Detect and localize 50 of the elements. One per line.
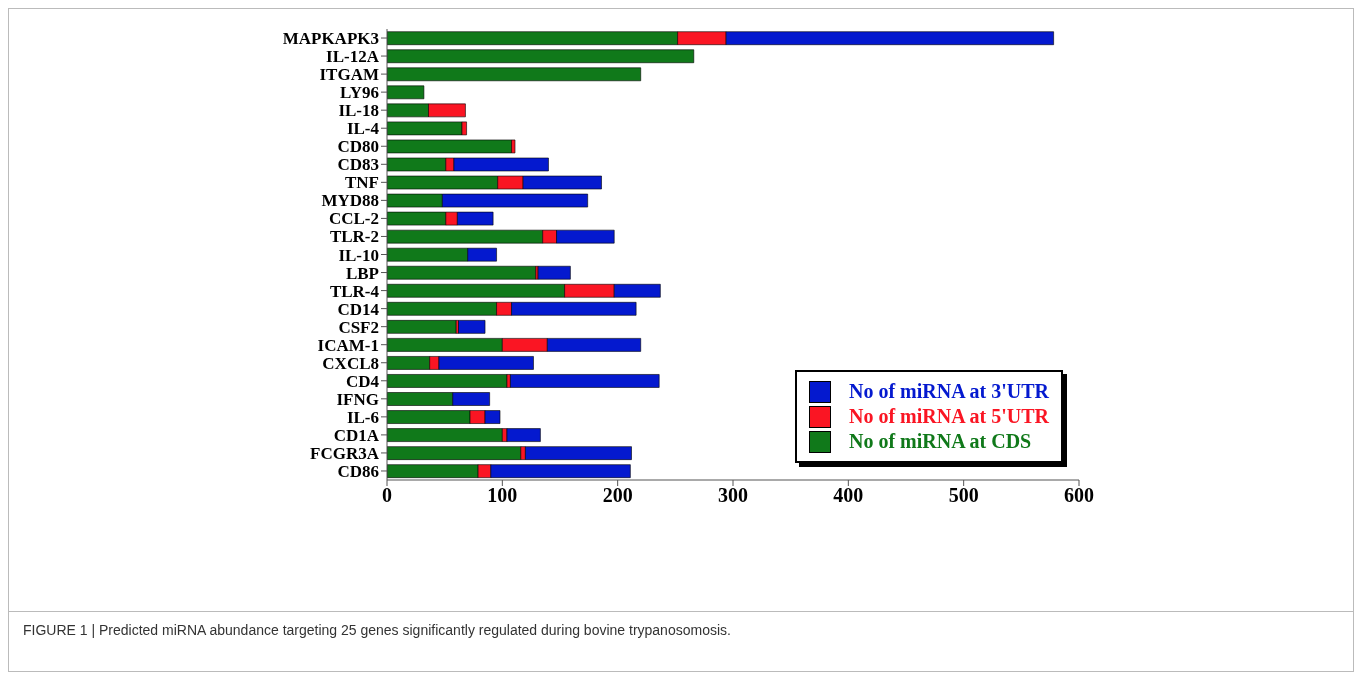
bar xyxy=(387,139,512,154)
bar xyxy=(506,428,541,442)
y-tick-label: CD4 xyxy=(345,371,380,391)
x-tick-label: 600 xyxy=(1064,484,1094,507)
y-tick-label: CD14 xyxy=(337,299,380,319)
y-tick-label: CXCL8 xyxy=(322,353,379,373)
bar xyxy=(387,121,463,136)
legend-label: No of miRNA at 5'UTR xyxy=(849,405,1049,428)
legend-label: No of miRNA at 3'UTR xyxy=(849,380,1049,403)
y-tick-label: CD83 xyxy=(337,155,379,175)
bar xyxy=(387,265,537,280)
y-tick-label: TLR-4 xyxy=(329,281,380,301)
caption: FIGURE 1 | Predicted miRNA abundance targeting 25 genes significantly regulated during bovine trypanosomosis. xyxy=(23,622,732,638)
bar xyxy=(387,374,508,388)
legend-label: No of miRNA at CDS xyxy=(849,430,1032,453)
bar xyxy=(387,67,642,82)
y-tick-label: CD80 xyxy=(337,137,379,157)
bar xyxy=(387,85,425,100)
y-tick-label: IL-4 xyxy=(346,119,380,139)
x-tick-label: 200 xyxy=(602,484,633,507)
y-tick-label: CD86 xyxy=(337,462,379,482)
x-tick-label: 400 xyxy=(833,484,864,507)
y-tick-label: LBP xyxy=(345,263,379,283)
bar xyxy=(458,320,486,334)
bar xyxy=(510,374,660,388)
y-tick-label: LY96 xyxy=(339,83,379,103)
y-tick-label: IFNG xyxy=(336,389,379,409)
x-tick-label: 500 xyxy=(948,484,979,507)
bar xyxy=(537,265,571,280)
x-tick-label: 100 xyxy=(487,484,518,507)
bar xyxy=(387,320,457,334)
y-tick-label: ITGAM xyxy=(319,65,379,85)
x-tick-label: 0 xyxy=(382,484,392,507)
bar xyxy=(387,446,522,460)
y-tick-label: TLR-2 xyxy=(329,227,379,247)
y-tick-label: CCL-2 xyxy=(328,209,379,229)
y-tick-label: CD1A xyxy=(333,425,380,445)
y-tick-label: CSF2 xyxy=(338,317,379,337)
x-tick-label: 300 xyxy=(718,484,748,507)
y-tick-label: MYD88 xyxy=(321,191,379,211)
y-tick-label: ICAM-1 xyxy=(317,335,379,355)
y-tick-label: TNF xyxy=(345,173,379,193)
bar xyxy=(387,49,695,64)
bar xyxy=(387,428,503,442)
y-tick-label: IL-6 xyxy=(346,407,379,427)
y-tick-label: FCGR3A xyxy=(310,443,380,463)
y-tick-label: MAPKAPK3 xyxy=(282,29,379,49)
y-tick-label: IL-18 xyxy=(338,101,379,121)
y-tick-label: IL-10 xyxy=(338,245,379,265)
y-tick-label: IL-12A xyxy=(326,47,380,67)
